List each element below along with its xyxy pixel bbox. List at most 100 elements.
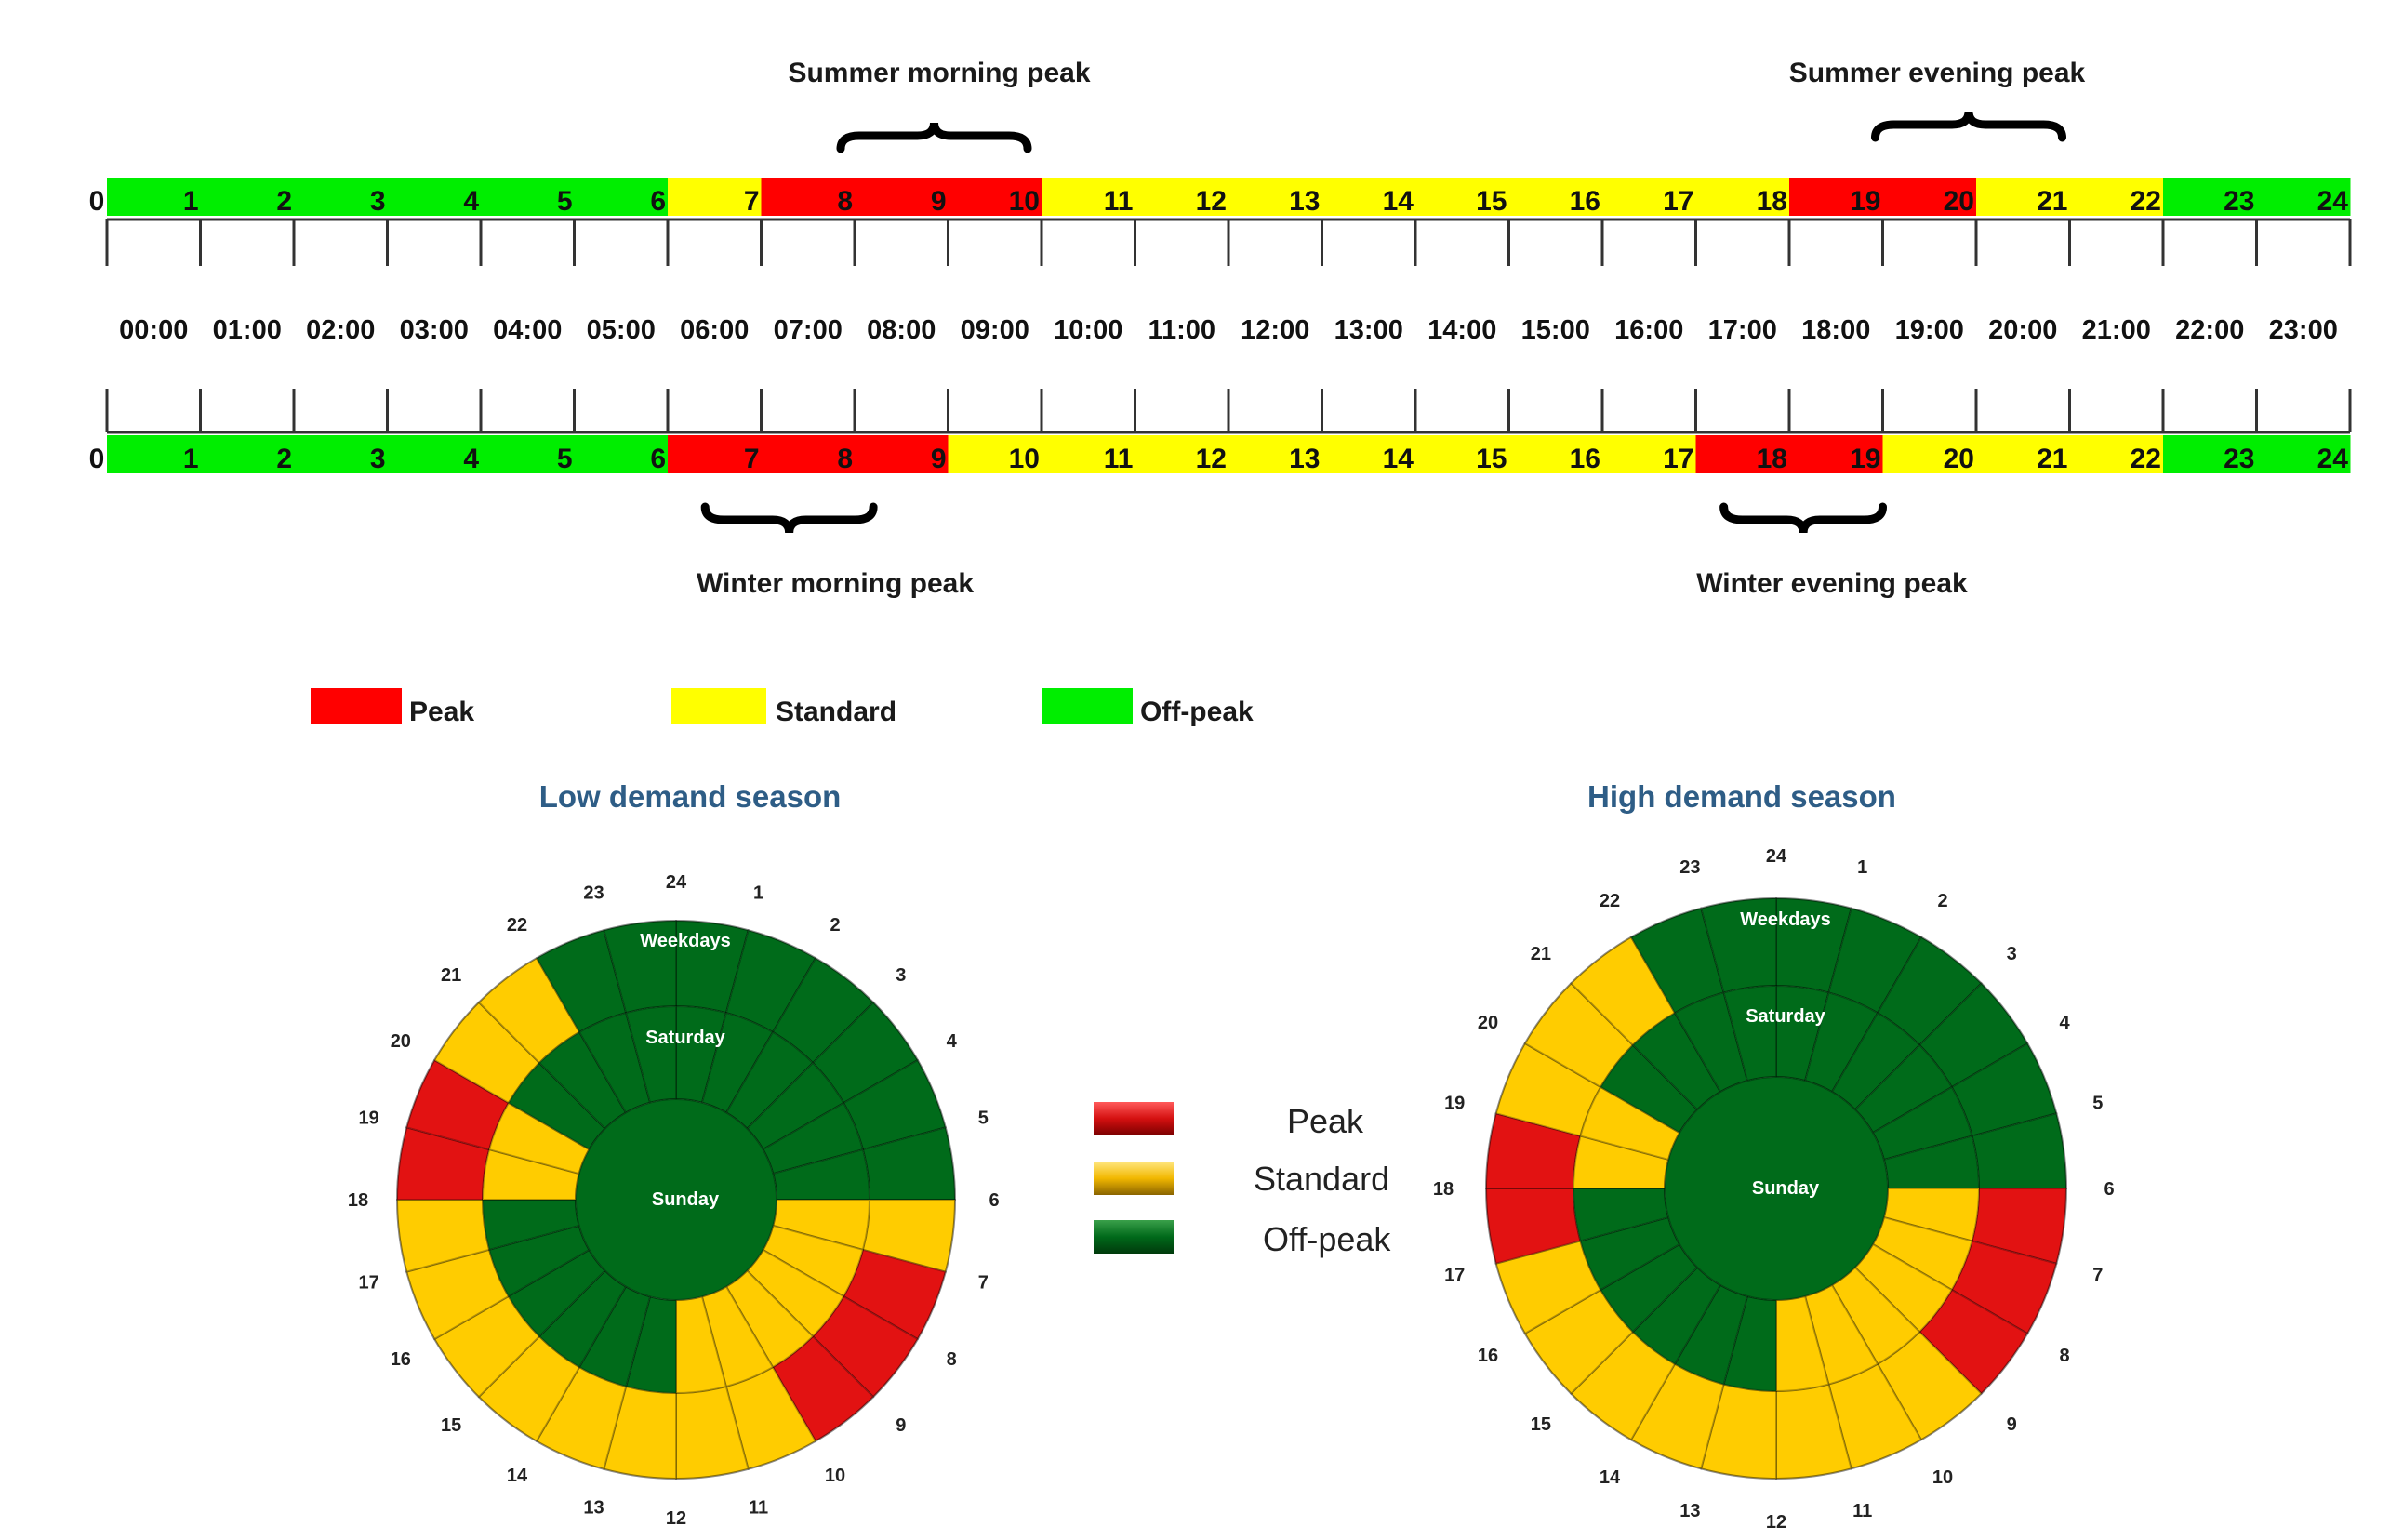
summer-hour-number: 4 (463, 186, 479, 217)
summer-hour-number: 10 (1009, 186, 1040, 217)
summer-hour-number: 6 (650, 186, 666, 217)
summer-hour-number: 2 (276, 186, 292, 217)
time-label: 13:00 (1334, 315, 1403, 345)
summer-hour-segment (1042, 178, 1135, 216)
winter-hour-segment (294, 435, 388, 473)
time-label: 08:00 (867, 315, 936, 345)
summer-hour-segment (1976, 178, 2070, 216)
dial-hour-label: 14 (1600, 1467, 1621, 1488)
time-label: 12:00 (1241, 315, 1309, 345)
summer-hour-number: 1 (183, 186, 199, 217)
summer-hour-segment (1135, 178, 1229, 216)
dial-hour-label: 7 (2092, 1266, 2103, 1286)
winter-hour-segment (574, 435, 669, 473)
summer-timeline-bar: 0 1 2 3 4 5 6 7 8 9 10 11 12 13 14 15 16 17 18 19 20 21 22 23 24 (89, 178, 2351, 217)
legend-standard-label: Standard (776, 697, 896, 727)
dial-hour-label: 23 (583, 883, 604, 904)
summer-hour-number: 14 (1383, 186, 1414, 217)
winter-hour-number: 5 (557, 444, 573, 474)
summer-hour-number: 19 (1850, 186, 1880, 217)
dial-hour-label: 7 (978, 1273, 989, 1294)
dial-hour-label: 5 (2092, 1093, 2103, 1113)
dial-hour-label: 24 (666, 872, 687, 893)
dial-hour-label: 13 (1679, 1501, 1700, 1521)
dial-hour-label: 6 (989, 1190, 999, 1211)
legend-standard-swatch (671, 688, 766, 724)
summer-hour-segment (2163, 178, 2257, 216)
winter-morning-brace (700, 502, 878, 534)
summer-hour-segment (1882, 178, 1977, 216)
dial-hour-label: 17 (359, 1273, 379, 1294)
time-label-row: 00:00 01:00 02:00 03:00 04:00 05:00 06:00 07:00… (119, 315, 2338, 345)
dial-hour-label: 14 (507, 1466, 528, 1486)
winter-hour-segment (107, 435, 201, 473)
winter-hour-segment (200, 435, 295, 473)
dial-legend-standard-label: Standard (1254, 1160, 1389, 1198)
winter-hour-number: 22 (2131, 444, 2161, 474)
time-label: 10:00 (1054, 315, 1122, 345)
time-label: 09:00 (961, 315, 1029, 345)
dial-legend-peak-swatch (1094, 1102, 1174, 1135)
dial-hour-label: 19 (1444, 1093, 1465, 1113)
winter-morning-peak-label: Winter morning peak (697, 568, 974, 599)
high-demand-season-title: High demand season (1587, 779, 1896, 814)
ring-label: Weekdays (1740, 909, 1830, 930)
dial-hour-label: 3 (2007, 944, 2017, 964)
time-label: 21:00 (2082, 315, 2151, 345)
summer-hour-segment (761, 178, 856, 216)
dial-hour-label: 17 (1444, 1266, 1465, 1286)
ring-label: Sunday (1752, 1178, 1820, 1199)
winter-hour-segment (1976, 435, 2070, 473)
dial-hour-label: 18 (1433, 1179, 1454, 1200)
winter-hour-number: 8 (837, 444, 853, 474)
dial-hour-label: 11 (1852, 1501, 1872, 1521)
dial-hour-label: 22 (507, 915, 527, 936)
winter-hour-number: 3 (370, 444, 386, 474)
dial-legend-offpeak-label: Off-peak (1263, 1220, 1391, 1258)
summer-hour-number: 16 (1570, 186, 1600, 217)
low-demand-season-title: Low demand season (539, 779, 842, 814)
winter-hour-number: 1 (183, 444, 199, 474)
winter-hour-number: 12 (1196, 444, 1227, 474)
dial-outline (396, 920, 956, 1480)
winter-hour-segment (668, 435, 762, 473)
time-label: 04:00 (493, 315, 562, 345)
time-label: 16:00 (1614, 315, 1683, 345)
summer-morning-peak-label: Summer morning peak (788, 58, 1090, 88)
dial-hour-label: 19 (359, 1108, 379, 1128)
winter-hour-number: 21 (2037, 444, 2067, 474)
summer-hour-number: 12 (1196, 186, 1227, 217)
dial-hour-label: 2 (1937, 891, 1947, 911)
time-label: 07:00 (774, 315, 843, 345)
dial-hour-label: 21 (1531, 944, 1551, 964)
winter-hour-number: 19 (1850, 444, 1880, 474)
summer-hour-number: 20 (1944, 186, 1974, 217)
summer-hour-segment (1789, 178, 1883, 216)
time-label: 02:00 (306, 315, 375, 345)
dial-hour-label: 15 (441, 1415, 461, 1436)
dial-hour-label: 1 (753, 883, 763, 904)
dial-hour-label: 16 (391, 1349, 411, 1370)
summer-hour-number: 7 (744, 186, 760, 217)
time-label: 06:00 (680, 315, 749, 345)
summer-hour-number: 13 (1289, 186, 1320, 217)
winter-hour-number: 10 (1009, 444, 1040, 474)
time-label: 22:00 (2175, 315, 2244, 345)
dial-legend-offpeak-swatch (1094, 1220, 1174, 1254)
dial-hour-label: 16 (1478, 1346, 1498, 1366)
winter-hour-number: 11 (1104, 444, 1134, 474)
winter-hour-number: 7 (744, 444, 760, 474)
winter-hour-number: 4 (463, 444, 479, 474)
summer-hour-segment (387, 178, 482, 216)
summer-hour-number: 8 (837, 186, 853, 217)
dial-hour-label: 2 (830, 915, 840, 936)
winter-ruler (105, 389, 2352, 434)
winter-hour-number: 9 (931, 444, 947, 474)
winter-hour-number: 16 (1570, 444, 1600, 474)
winter-hour-number: 2 (276, 444, 292, 474)
winter-hour-number: 0 (89, 444, 105, 474)
winter-timeline-bar: 0 1 2 3 4 5 6 7 8 9 10 11 12 13 14 15 16 17 18 19 20 21 22 23 24 (89, 435, 2351, 474)
winter-hour-segment (1228, 435, 1322, 473)
summer-hour-number: 23 (2224, 186, 2254, 217)
